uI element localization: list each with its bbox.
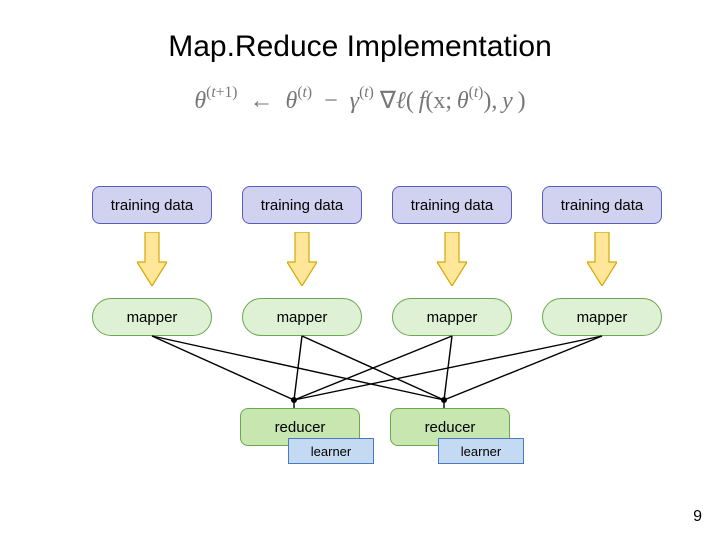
page-title: Map.Reduce Implementation [0, 30, 720, 64]
learner-node: learner [288, 438, 374, 464]
mapper-node: mapper [92, 298, 212, 336]
mapper-node: mapper [542, 298, 662, 336]
training-data-node: training data [92, 186, 212, 224]
page-number: 9 [693, 508, 702, 526]
learner-node: learner [438, 438, 524, 464]
arrow-down-icon [587, 232, 617, 286]
update-formula: θ(t+1) ← θ(t) − γ(t) ∇ℓ( f(x; θ(t)), y ) [0, 86, 720, 115]
arrow-down-icon [437, 232, 467, 286]
mapper-node: mapper [242, 298, 362, 336]
training-data-node: training data [392, 186, 512, 224]
mapper-node: mapper [392, 298, 512, 336]
arrow-down-icon [137, 232, 167, 286]
training-data-node: training data [242, 186, 362, 224]
arrow-down-icon [287, 232, 317, 286]
training-data-node: training data [542, 186, 662, 224]
